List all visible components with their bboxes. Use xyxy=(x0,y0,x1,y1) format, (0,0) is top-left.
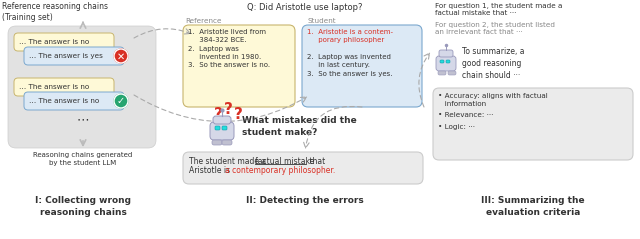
Text: 1.  Aristotle lived from
     384-322 BCE.
2.  Laptop was
     invented in 1980.: 1. Aristotle lived from 384-322 BCE. 2. … xyxy=(188,29,270,68)
FancyBboxPatch shape xyxy=(222,126,227,130)
Text: Reference: Reference xyxy=(185,18,221,24)
Text: … The answer is yes: … The answer is yes xyxy=(29,53,103,59)
FancyBboxPatch shape xyxy=(433,88,633,160)
FancyBboxPatch shape xyxy=(8,26,156,148)
FancyBboxPatch shape xyxy=(183,152,423,184)
Text: The student made a: The student made a xyxy=(189,157,269,166)
FancyBboxPatch shape xyxy=(438,71,446,75)
Text: information: information xyxy=(438,101,486,107)
FancyBboxPatch shape xyxy=(24,47,124,65)
Text: ?: ? xyxy=(223,103,232,118)
FancyBboxPatch shape xyxy=(440,60,444,63)
FancyBboxPatch shape xyxy=(183,25,295,107)
Text: ✕: ✕ xyxy=(117,51,125,61)
Text: III: Summarizing the
evaluation criteria: III: Summarizing the evaluation criteria xyxy=(481,196,585,217)
Text: ?: ? xyxy=(214,107,223,121)
Text: a contemporary philosopher.: a contemporary philosopher. xyxy=(225,166,335,175)
Text: • Accuracy: aligns with factual: • Accuracy: aligns with factual xyxy=(438,93,548,99)
Circle shape xyxy=(114,49,128,63)
Text: I: Collecting wrong
reasoning chains: I: Collecting wrong reasoning chains xyxy=(35,196,131,217)
Text: Reasoning chains generated
by the student LLM: Reasoning chains generated by the studen… xyxy=(33,152,132,165)
Text: an irrelevant fact that ···: an irrelevant fact that ··· xyxy=(435,29,523,35)
FancyBboxPatch shape xyxy=(448,71,456,75)
Text: For question 2, the student listed: For question 2, the student listed xyxy=(435,22,555,28)
Text: 2.  Laptop was invented
     in last century.
3.  So the answer is yes.: 2. Laptop was invented in last century. … xyxy=(307,54,392,76)
Text: Q: Did Aristotle use laptop?: Q: Did Aristotle use laptop? xyxy=(247,3,363,12)
Text: … The answer is no: … The answer is no xyxy=(19,84,89,90)
Text: ?: ? xyxy=(234,107,243,121)
Text: … The answer is no: … The answer is no xyxy=(29,98,99,104)
Circle shape xyxy=(114,94,128,108)
FancyBboxPatch shape xyxy=(212,140,222,145)
Text: factual mistake: factual mistake xyxy=(255,157,314,166)
FancyBboxPatch shape xyxy=(439,50,453,57)
Text: Reference reasoning chains
(Training set): Reference reasoning chains (Training set… xyxy=(2,2,108,22)
Text: 1.  Aristotle is a contem-
     porary philosopher: 1. Aristotle is a contem- porary philoso… xyxy=(307,29,393,43)
FancyBboxPatch shape xyxy=(302,25,422,107)
Text: II: Detecting the errors: II: Detecting the errors xyxy=(246,196,364,205)
FancyBboxPatch shape xyxy=(222,140,232,145)
FancyBboxPatch shape xyxy=(210,122,234,140)
FancyBboxPatch shape xyxy=(436,56,456,71)
Text: • Logic: ···: • Logic: ··· xyxy=(438,124,475,130)
FancyBboxPatch shape xyxy=(446,60,450,63)
Text: Aristotle is: Aristotle is xyxy=(189,166,232,175)
Text: ✓: ✓ xyxy=(117,96,125,106)
FancyBboxPatch shape xyxy=(215,126,220,130)
Text: To summarize, a
good reasoning
chain should ···: To summarize, a good reasoning chain sho… xyxy=(462,47,525,80)
Text: ⋯: ⋯ xyxy=(77,114,89,126)
Text: Student: Student xyxy=(308,18,337,24)
Text: What mistakes did the
student make?: What mistakes did the student make? xyxy=(242,116,356,137)
Text: factual mistake that ···: factual mistake that ··· xyxy=(435,10,516,16)
Text: • Relevance: ···: • Relevance: ··· xyxy=(438,112,493,118)
FancyBboxPatch shape xyxy=(14,33,114,51)
Text: For question 1, the student made a: For question 1, the student made a xyxy=(435,3,563,9)
FancyBboxPatch shape xyxy=(213,116,231,124)
Text: … The answer is no: … The answer is no xyxy=(19,39,89,45)
FancyBboxPatch shape xyxy=(14,78,114,96)
Text: that: that xyxy=(307,157,325,166)
FancyBboxPatch shape xyxy=(24,92,124,110)
